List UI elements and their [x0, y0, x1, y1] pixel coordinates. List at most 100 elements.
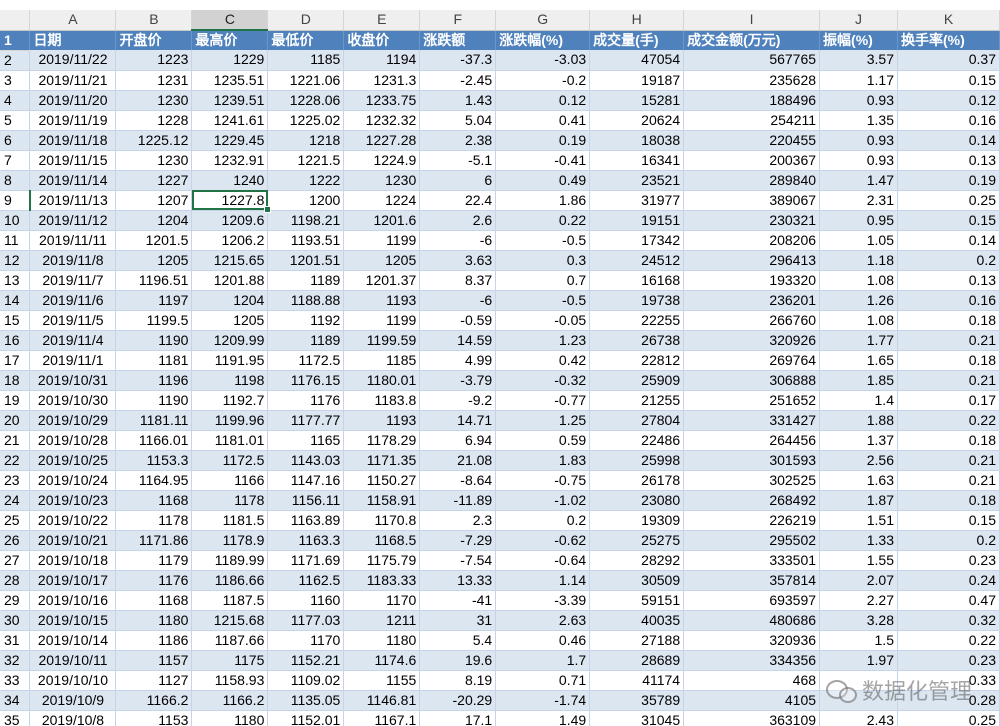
cell[interactable]: 1187.66	[191, 630, 269, 651]
cell[interactable]: 1192	[267, 310, 345, 331]
cell[interactable]: 1135.05	[267, 690, 345, 711]
cell[interactable]: 268492	[683, 490, 821, 511]
cell[interactable]: 40035	[589, 610, 685, 631]
cell[interactable]: 0.16	[897, 110, 1000, 131]
cell[interactable]: 1198	[191, 370, 269, 391]
cell[interactable]: 1205	[115, 250, 193, 271]
row-header[interactable]: 28	[0, 570, 31, 591]
cell[interactable]: 0.21	[897, 370, 1000, 391]
cell[interactable]: 693597	[683, 590, 821, 611]
cell[interactable]: 14.59	[419, 330, 497, 351]
cell[interactable]: 1.23	[495, 330, 591, 351]
cell[interactable]: 1221.06	[267, 70, 345, 91]
cell[interactable]: 2019/10/8	[29, 710, 117, 726]
cell[interactable]: 1.65	[819, 350, 898, 371]
cell[interactable]: -7.54	[419, 550, 497, 571]
cell[interactable]: 0.32	[897, 610, 1000, 631]
cell[interactable]: 1204	[115, 210, 193, 231]
cell[interactable]: 16341	[589, 150, 685, 171]
cell[interactable]: 2019/10/22	[29, 510, 117, 531]
row-header[interactable]: 25	[0, 510, 31, 531]
cell[interactable]: 269764	[683, 350, 821, 371]
cell[interactable]: 1163.89	[267, 510, 345, 531]
cell[interactable]: 2019/10/31	[29, 370, 117, 391]
cell[interactable]: 1215.68	[191, 610, 269, 631]
cell[interactable]: 0.37	[897, 50, 1000, 71]
cell[interactable]: 0.25	[897, 190, 1000, 211]
cell[interactable]: 1232.91	[191, 150, 269, 171]
cell[interactable]: 1228	[115, 110, 193, 131]
cell[interactable]: 1199	[343, 230, 421, 251]
cell[interactable]: 0.59	[495, 430, 591, 451]
cell[interactable]: 18038	[589, 130, 685, 151]
cell[interactable]: -37.3	[419, 50, 497, 71]
cell[interactable]: 1.55	[819, 550, 898, 571]
active-cell[interactable]: 1227.8	[191, 190, 269, 211]
header-cell[interactable]: 收盘价	[343, 30, 421, 50]
cell[interactable]: 26178	[589, 470, 685, 491]
cell[interactable]: 1189.99	[191, 550, 269, 571]
cell[interactable]: 1228.06	[267, 90, 345, 111]
cell[interactable]: 567765	[683, 50, 821, 71]
cell[interactable]: 19309	[589, 510, 685, 531]
cell[interactable]: 25909	[589, 370, 685, 391]
cell[interactable]: 1160	[267, 590, 345, 611]
cell[interactable]: 1.26	[819, 290, 898, 311]
column-header[interactable]: F	[419, 10, 497, 31]
cell[interactable]: 1178	[191, 490, 269, 511]
cell[interactable]: 1235.51	[191, 70, 269, 91]
cell[interactable]: 1201.6	[343, 210, 421, 231]
cell[interactable]: -11.89	[419, 490, 497, 511]
header-cell[interactable]: 最高价	[191, 30, 269, 50]
cell[interactable]: 1186.66	[191, 570, 269, 591]
row-header[interactable]: 9	[0, 190, 31, 211]
cell[interactable]: 1.51	[819, 510, 898, 531]
cell[interactable]: 2.38	[419, 130, 497, 151]
cell[interactable]: 2019/11/19	[29, 110, 117, 131]
cell[interactable]: 2.27	[819, 590, 898, 611]
cell[interactable]: 1.47	[819, 170, 898, 191]
cell[interactable]: 17342	[589, 230, 685, 251]
cell[interactable]: 0.18	[897, 490, 1000, 511]
cell[interactable]: 1183.33	[343, 570, 421, 591]
cell[interactable]: 1.35	[819, 110, 898, 131]
cell[interactable]: 1152.01	[267, 710, 345, 726]
cell[interactable]: 2019/10/30	[29, 390, 117, 411]
cell[interactable]: 1158.93	[191, 670, 269, 691]
cell[interactable]: 220455	[683, 130, 821, 151]
cell[interactable]: 1.97	[819, 650, 898, 671]
cell[interactable]: 8.37	[419, 270, 497, 291]
cell[interactable]: 2019/10/21	[29, 530, 117, 551]
cell[interactable]: 0.41	[495, 110, 591, 131]
cell[interactable]: 22255	[589, 310, 685, 331]
cell[interactable]: 1152.21	[267, 650, 345, 671]
cell[interactable]: 1225.12	[115, 130, 193, 151]
cell[interactable]: 1168	[115, 590, 193, 611]
cell[interactable]: 0.18	[897, 430, 1000, 451]
cell[interactable]: 254211	[683, 110, 821, 131]
cell[interactable]: 2.3	[419, 510, 497, 531]
row-header[interactable]: 20	[0, 410, 31, 431]
cell[interactable]: 1230	[343, 170, 421, 191]
cell[interactable]: 1192.7	[191, 390, 269, 411]
cell[interactable]: 1.08	[819, 270, 898, 291]
cell[interactable]: 31	[419, 610, 497, 631]
cell[interactable]: 2019/10/10	[29, 670, 117, 691]
cell[interactable]: 1.4	[819, 390, 898, 411]
cell[interactable]: 1239.51	[191, 90, 269, 111]
cell[interactable]: 1180	[115, 610, 193, 631]
cell[interactable]: 1163.3	[267, 530, 345, 551]
cell[interactable]: 0.21	[897, 470, 1000, 491]
cell[interactable]: 1168	[115, 490, 193, 511]
cell[interactable]: 2.56	[819, 450, 898, 471]
cell[interactable]: -1.02	[495, 490, 591, 511]
cell[interactable]: 0.7	[495, 270, 591, 291]
cell[interactable]: 1171.86	[115, 530, 193, 551]
cell[interactable]: 1180.01	[343, 370, 421, 391]
cell[interactable]: 1231.3	[343, 70, 421, 91]
cell[interactable]: 1199.5	[115, 310, 193, 331]
header-cell[interactable]: 振幅(%)	[819, 30, 898, 50]
cell[interactable]: 1176	[115, 570, 193, 591]
cell[interactable]: -0.32	[495, 370, 591, 391]
cell[interactable]: 2019/10/9	[29, 690, 117, 711]
